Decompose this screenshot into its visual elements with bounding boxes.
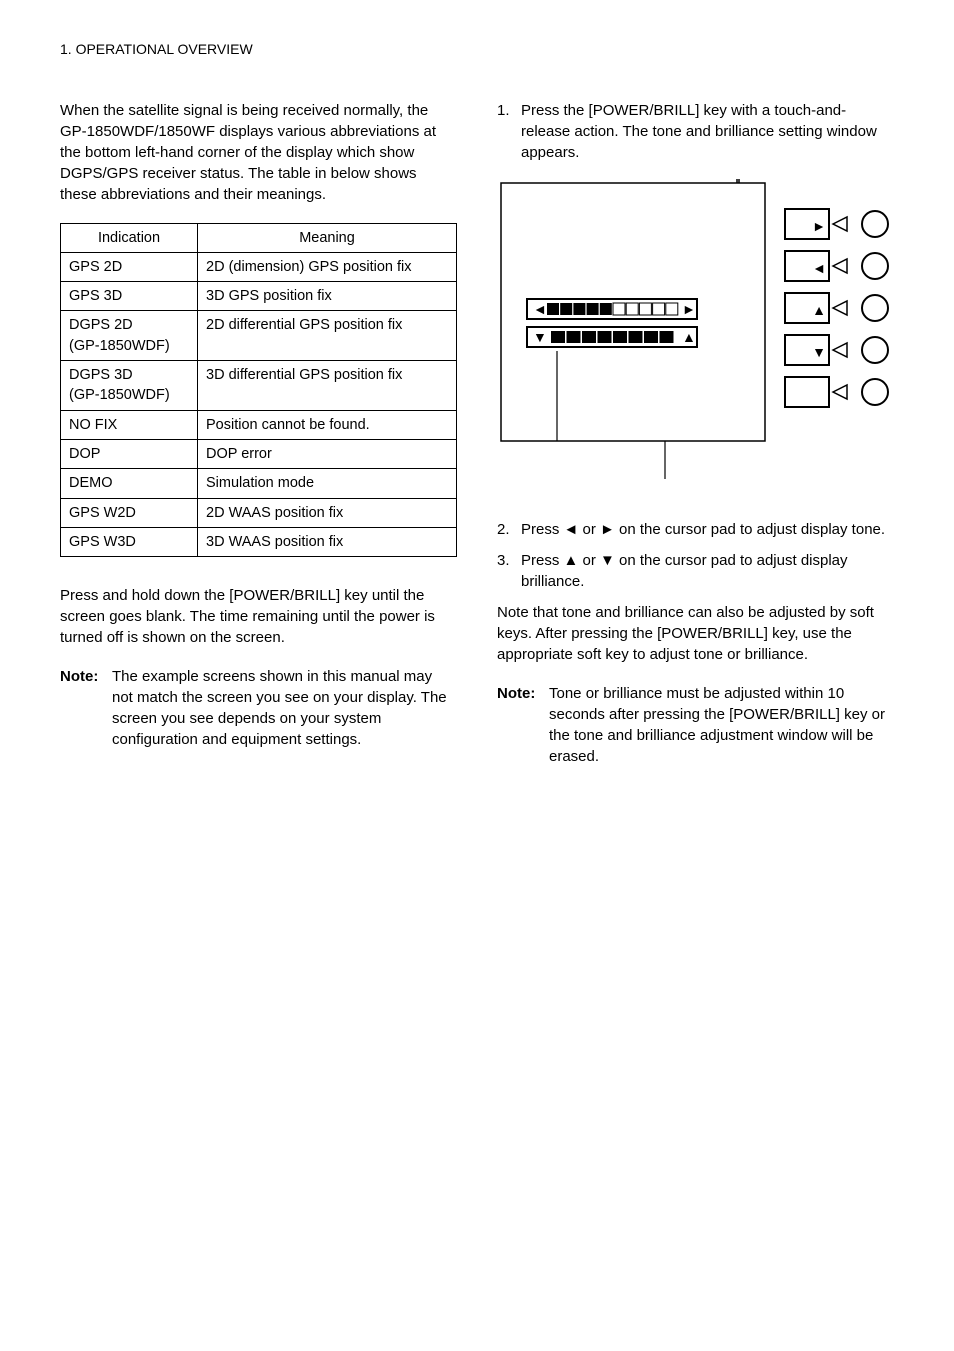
table-row: DGPS 2D (GP-1850WDF)2D differential GPS … — [61, 311, 457, 361]
brill-cell — [613, 331, 627, 343]
cell-meaning: 2D differential GPS position fix — [198, 311, 457, 361]
table-head-indication: Indication — [61, 223, 198, 252]
cell-indication: GPS 2D — [61, 252, 198, 281]
softkey-glyph-icon: ◄ — [812, 260, 826, 276]
table-row: GPS 3D3D GPS position fix — [61, 282, 457, 311]
brill-cell — [598, 331, 612, 343]
step-1: 1. Press the [POWER/BRILL] key with a to… — [497, 100, 894, 163]
cell-meaning: 3D GPS position fix — [198, 282, 457, 311]
pointer-icon — [833, 385, 847, 399]
left-column: When the satellite signal is being recei… — [60, 100, 457, 767]
cell-indication: GPS W3D — [61, 527, 198, 556]
table-head-meaning: Meaning — [198, 223, 457, 252]
tone-cell — [573, 303, 585, 315]
right-column: 1. Press the [POWER/BRILL] key with a to… — [497, 100, 894, 767]
cell-indication: DGPS 2D (GP-1850WDF) — [61, 311, 198, 361]
table-row: DGPS 3D (GP-1850WDF)3D differential GPS … — [61, 361, 457, 411]
svg-text:▼: ▼ — [533, 329, 547, 345]
cell-indication: DOP — [61, 439, 198, 468]
cell-indication: NO FIX — [61, 410, 198, 439]
pointer-icon — [833, 259, 847, 273]
note-paragraph: Note that tone and brilliance can also b… — [497, 602, 894, 665]
knob-icon — [862, 379, 888, 405]
step-3: 3. Press ▲ or ▼ on the cursor pad to adj… — [497, 550, 894, 592]
svg-text:▲: ▲ — [682, 329, 696, 345]
cell-meaning: Simulation mode — [198, 469, 457, 498]
right-note: Note: Tone or brilliance must be adjuste… — [497, 683, 894, 767]
note-label: Note: — [497, 683, 549, 767]
cell-indication: DGPS 3D (GP-1850WDF) — [61, 361, 198, 411]
tone-cell — [547, 303, 559, 315]
table-row: GPS W2D2D WAAS position fix — [61, 498, 457, 527]
step-2: 2. Press ◄ or ► on the cursor pad to adj… — [497, 519, 894, 540]
page-header: 1. OPERATIONAL OVERVIEW — [60, 40, 894, 60]
brill-cell — [567, 331, 581, 343]
note-body: The example screens shown in this manual… — [112, 666, 457, 750]
table-body: GPS 2D2D (dimension) GPS position fixGPS… — [61, 252, 457, 556]
note-label: Note: — [60, 666, 112, 750]
softkey-glyph-icon: ▲ — [812, 302, 826, 318]
step-text: Press the [POWER/BRILL] key with a touch… — [521, 100, 894, 163]
note-body: Tone or brilliance must be adjusted with… — [549, 683, 894, 767]
table-row: NO FIXPosition cannot be found. — [61, 410, 457, 439]
brill-cell — [582, 331, 596, 343]
cell-meaning: Position cannot be found. — [198, 410, 457, 439]
brill-cell — [644, 331, 658, 343]
cell-indication: GPS 3D — [61, 282, 198, 311]
brill-cell — [629, 331, 643, 343]
tone-cell — [587, 303, 599, 315]
step-text: Press ▲ or ▼ on the cursor pad to adjust… — [521, 550, 894, 592]
cell-meaning: 3D differential GPS position fix — [198, 361, 457, 411]
indication-table: Indication Meaning GPS 2D2D (dimension) … — [60, 223, 457, 558]
step-number: 1. — [497, 100, 521, 163]
tone-cell — [626, 303, 638, 315]
cell-meaning: 2D (dimension) GPS position fix — [198, 252, 457, 281]
tone-cell — [639, 303, 651, 315]
diagram-svg: ◄ ► ▼ ▲ ► ◄ ▲ ▼ — [497, 179, 897, 479]
left-note: Note: The example screens shown in this … — [60, 666, 457, 750]
pointer-icon — [833, 301, 847, 315]
svg-text:◄: ◄ — [533, 301, 547, 317]
softkey-glyph-icon: ▼ — [812, 344, 826, 360]
tone-cell — [653, 303, 665, 315]
cell-indication: DEMO — [61, 469, 198, 498]
step-number: 3. — [497, 550, 521, 592]
tone-brilliance-diagram: ◄ ► ▼ ▲ ► ◄ ▲ ▼ — [497, 179, 894, 479]
cell-meaning: DOP error — [198, 439, 457, 468]
cell-meaning: 3D WAAS position fix — [198, 527, 457, 556]
tone-cell — [560, 303, 572, 315]
pointer-icon — [833, 217, 847, 231]
softkey-glyph-icon: ► — [812, 218, 826, 234]
table-row: GPS 2D2D (dimension) GPS position fix — [61, 252, 457, 281]
table-row: DOPDOP error — [61, 439, 457, 468]
brill-cell — [551, 331, 565, 343]
two-column-layout: When the satellite signal is being recei… — [60, 100, 894, 767]
cell-meaning: 2D WAAS position fix — [198, 498, 457, 527]
tone-cell — [666, 303, 678, 315]
intro-paragraph: When the satellite signal is being recei… — [60, 100, 457, 205]
tone-cell — [600, 303, 612, 315]
knob-icon — [862, 337, 888, 363]
step-text: Press ◄ or ► on the cursor pad to adjust… — [521, 519, 894, 540]
softkey-box — [785, 377, 829, 407]
brill-bar: ▼ ▲ — [527, 327, 697, 347]
tone-bar: ◄ ► — [527, 299, 697, 319]
brill-cell — [660, 331, 674, 343]
table-row: DEMOSimulation mode — [61, 469, 457, 498]
step-number: 2. — [497, 519, 521, 540]
cell-indication: GPS W2D — [61, 498, 198, 527]
knob-icon — [862, 295, 888, 321]
svg-text:►: ► — [682, 301, 696, 317]
knob-icon — [862, 253, 888, 279]
pointer-icon — [833, 343, 847, 357]
tone-cell — [613, 303, 625, 315]
table-row: GPS W3D3D WAAS position fix — [61, 527, 457, 556]
poweroff-paragraph: Press and hold down the [POWER/BRILL] ke… — [60, 585, 457, 648]
knob-icon — [862, 211, 888, 237]
